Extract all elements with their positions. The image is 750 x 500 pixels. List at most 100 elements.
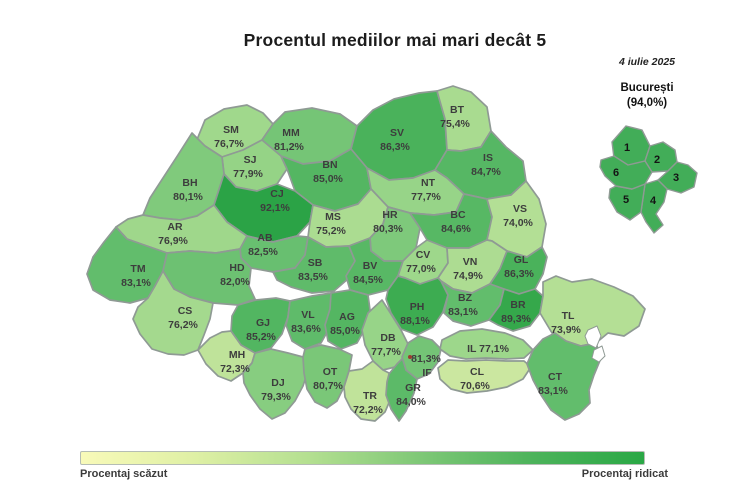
county-SM-value: 76,7% (214, 138, 244, 150)
county-VL-value: 83,6% (291, 323, 321, 335)
county-BN-label: BN (322, 159, 337, 171)
county-IF-label: IF (422, 367, 432, 379)
county-CJ-value: 92,1% (260, 202, 290, 214)
bucharest-sector-3-label: 3 (673, 172, 679, 184)
county-TM-value: 83,1% (121, 277, 151, 289)
county-SV-value: 86,3% (380, 141, 410, 153)
legend-low-label: Procentaj scăzut (80, 468, 168, 480)
county-MH-label: MH (229, 349, 245, 361)
county-MS-value: 75,2% (316, 225, 346, 237)
county-BR (488, 288, 544, 332)
county-VS-label: VS (513, 203, 527, 215)
bucharest-sector-6 (599, 155, 653, 190)
legend-high-label: Procentaj ridicat (581, 468, 668, 480)
county-HR-value: 80,3% (373, 223, 403, 235)
county-BR-value: 89,3% (501, 313, 531, 325)
county-BN-value: 85,0% (313, 173, 343, 185)
county-VL-label: VL (301, 309, 315, 321)
county-DJ (242, 348, 309, 420)
page-title: Procentul mediilor mai mari decât 5 (243, 30, 547, 50)
county-BH-label: BH (182, 177, 197, 189)
county-CT-value: 83,1% (538, 385, 568, 397)
county-GL-value: 86,3% (504, 268, 534, 280)
county-IL (439, 328, 534, 360)
county-OT-value: 80,7% (313, 380, 343, 392)
county-VN-value: 74,9% (453, 270, 483, 282)
county-TL-label: TL (562, 310, 575, 322)
county-CL-label: CL (470, 366, 485, 378)
county-HD-value: 82,0% (220, 276, 250, 288)
county-BZ-label: BZ (458, 292, 473, 304)
county-BC-value: 84,6% (441, 223, 471, 235)
county-TR-value: 72,2% (353, 404, 383, 416)
county-PH-value: 88,1% (400, 315, 430, 327)
county-SB-value: 83,5% (298, 271, 328, 283)
county-DB-value: 77,7% (371, 346, 401, 358)
county-IF (401, 335, 442, 380)
county-OT-label: OT (323, 366, 338, 378)
county-CT-label: CT (548, 371, 563, 383)
county-IF-value: 81,3% (411, 353, 441, 365)
county-SM-label: SM (223, 124, 239, 136)
coastal-lake-2 (591, 345, 606, 363)
county-AR-value: 76,9% (158, 235, 188, 247)
county-NT-value: 77,7% (411, 191, 441, 203)
legend-gradient-bar (80, 451, 645, 465)
county-MM-label: MM (282, 127, 300, 139)
county-CS (132, 270, 214, 356)
county-IL-label: IL 77,1% (467, 343, 509, 355)
county-AG-label: AG (339, 311, 355, 323)
county-IS-value: 84,7% (471, 166, 501, 178)
county-GJ-value: 85,2% (246, 331, 276, 343)
county-TL (539, 275, 646, 347)
county-VS-value: 74,0% (503, 217, 533, 229)
county-TM-label: TM (130, 263, 145, 275)
county-PH-label: PH (410, 301, 425, 313)
county-AG-value: 85,0% (330, 325, 360, 337)
bucharest-location-dot (408, 355, 412, 359)
coastal-lake-1 (584, 325, 602, 349)
county-TR-label: TR (363, 390, 377, 402)
county-BC-label: BC (450, 209, 466, 221)
county-CT (526, 332, 602, 421)
county-CV-label: CV (416, 249, 431, 261)
county-DJ-value: 79,3% (261, 391, 291, 403)
county-CL-value: 70,6% (460, 380, 490, 392)
county-BR-label: BR (510, 299, 526, 311)
bucharest-sector-4-label: 4 (650, 195, 657, 207)
county-VL (285, 292, 336, 350)
county-MS-label: MS (325, 211, 341, 223)
county-CS-label: CS (178, 305, 193, 317)
county-MM-value: 81,2% (274, 141, 304, 153)
county-BV-value: 84,5% (353, 274, 383, 286)
county-NT-label: NT (421, 177, 436, 189)
county-BH-value: 80,1% (173, 191, 203, 203)
bucharest-sector-5-label: 5 (623, 194, 629, 206)
county-DJ-label: DJ (271, 377, 285, 389)
county-CL (437, 359, 532, 394)
report-date: 4 iulie 2025 (618, 56, 676, 68)
county-SJ-value: 77,9% (233, 168, 263, 180)
county-GR-value: 84,0% (396, 396, 426, 408)
county-BV-label: BV (363, 260, 378, 272)
county-AB-label: AB (257, 232, 273, 244)
county-CJ-label: CJ (270, 188, 284, 200)
county-GJ-label: GJ (256, 317, 270, 329)
county-SJ-label: SJ (244, 154, 257, 166)
county-AB-value: 82,5% (248, 246, 278, 258)
county-TM (86, 226, 168, 304)
county-SV-label: SV (390, 127, 404, 139)
county-MH-value: 72,3% (220, 363, 250, 375)
county-GL-label: GL (514, 254, 529, 266)
county-IS-label: IS (483, 152, 493, 164)
county-TL-value: 73,9% (551, 324, 581, 336)
county-BT-value: 75,4% (440, 118, 470, 130)
county-CV-value: 77,0% (406, 263, 436, 275)
county-AR-label: AR (167, 221, 183, 233)
bucharest-sector-1-label: 1 (624, 142, 630, 154)
county-HD-label: HD (229, 262, 245, 274)
bucharest-value: (94,0%) (626, 97, 668, 109)
county-VN-label: VN (463, 256, 478, 268)
